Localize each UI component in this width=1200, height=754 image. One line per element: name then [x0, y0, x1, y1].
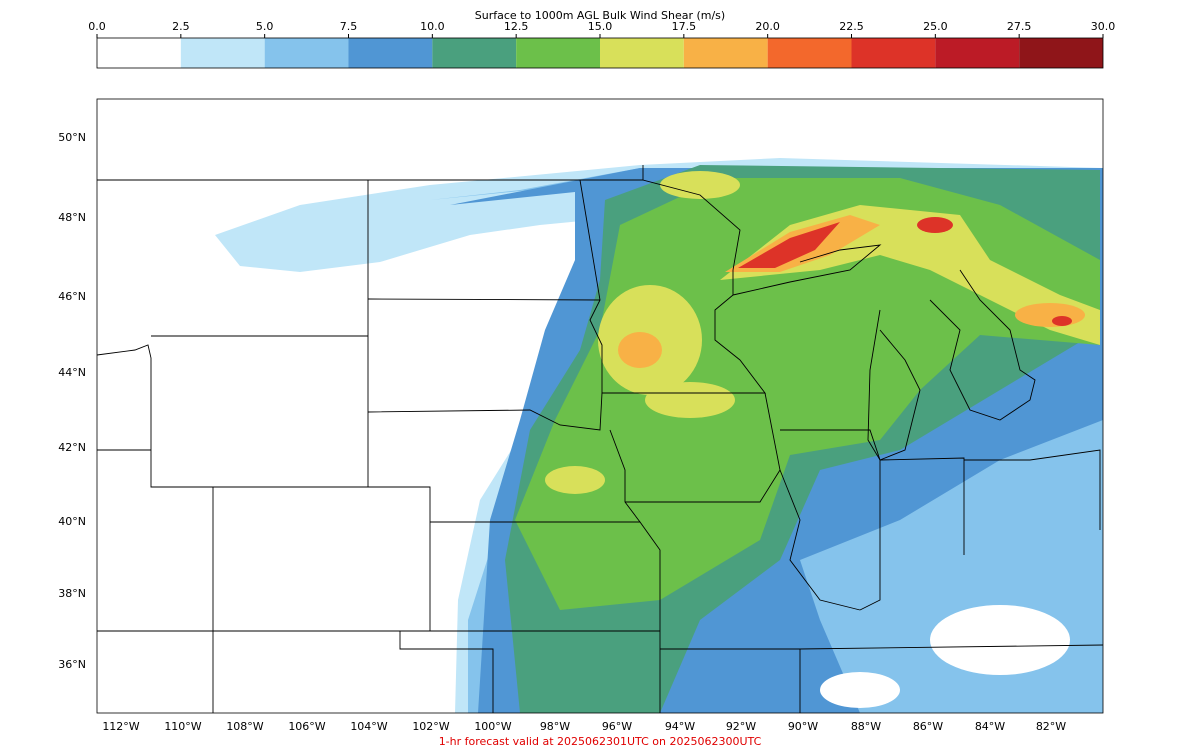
- colorbar-tick-label: 20.0: [755, 20, 780, 33]
- lon-label: 108°W: [226, 720, 263, 733]
- colorbar-segment: [683, 38, 768, 68]
- lon-label: 104°W: [350, 720, 387, 733]
- lon-label: 100°W: [474, 720, 511, 733]
- lat-label: 46°N: [58, 290, 86, 303]
- lat-label: 48°N: [58, 211, 86, 224]
- contour: [917, 217, 953, 233]
- contour: [545, 466, 605, 494]
- contour: [738, 222, 840, 268]
- colorbar-tick-label: 17.5: [672, 20, 697, 33]
- lat-label: 38°N: [58, 587, 86, 600]
- lon-label: 86°W: [913, 720, 943, 733]
- lat-label: 50°N: [58, 131, 86, 144]
- contour: [645, 382, 735, 418]
- lat-label: 36°N: [58, 658, 86, 671]
- shear-field: [215, 158, 1103, 713]
- lon-label: 90°W: [788, 720, 818, 733]
- colorbar-tick-label: 0.0: [88, 20, 106, 33]
- lon-label: 110°W: [164, 720, 201, 733]
- contour: [820, 672, 900, 708]
- lon-label: 84°W: [975, 720, 1005, 733]
- colorbar-tick-label: 12.5: [504, 20, 529, 33]
- colorbar-segment: [851, 38, 936, 68]
- colorbar-tick-label: 27.5: [1007, 20, 1032, 33]
- contour: [1015, 303, 1085, 327]
- colorbar-tick-label: 22.5: [839, 20, 864, 33]
- colorbar-tick-label: 7.5: [340, 20, 358, 33]
- colorbar-segment: [264, 38, 349, 68]
- colorbar-tick-label: 30.0: [1091, 20, 1116, 33]
- lon-label: 92°W: [726, 720, 756, 733]
- colorbar-segment: [432, 38, 517, 68]
- lon-label: 98°W: [540, 720, 570, 733]
- map-frame: [96, 98, 1104, 714]
- colorbar-segment: [516, 38, 600, 68]
- lon-label: 82°W: [1036, 720, 1066, 733]
- lon-label: 96°W: [602, 720, 632, 733]
- contour: [1052, 316, 1072, 326]
- colorbar-tick-label: 15.0: [588, 20, 613, 33]
- colorbar-segment: [767, 38, 852, 68]
- colorbar-segment: [348, 38, 433, 68]
- footer-text: 1-hr forecast valid at 2025062301UTC on …: [439, 735, 762, 748]
- colorbar-segment: [935, 38, 1020, 68]
- colorbar-title: Surface to 1000m AGL Bulk Wind Shear (m/…: [475, 9, 725, 22]
- contour: [618, 332, 662, 368]
- colorbar-tick-label: 25.0: [923, 20, 948, 33]
- lon-label: 106°W: [288, 720, 325, 733]
- contour: [660, 171, 740, 199]
- colorbar-segment: [97, 38, 181, 68]
- colorbar: [97, 38, 1103, 68]
- lon-label: 102°W: [412, 720, 449, 733]
- colorbar-tick-label: 2.5: [172, 20, 190, 33]
- lon-label: 94°W: [665, 720, 695, 733]
- colorbar-tick-label: 5.0: [256, 20, 274, 33]
- colorbar-segment: [1019, 38, 1103, 68]
- contour: [930, 605, 1070, 675]
- lon-label: 88°W: [851, 720, 881, 733]
- lon-label: 112°W: [102, 720, 139, 733]
- lat-label: 42°N: [58, 441, 86, 454]
- colorbar-segment: [600, 38, 684, 68]
- lat-label: 44°N: [58, 366, 86, 379]
- lat-label: 40°N: [58, 515, 86, 528]
- colorbar-tick-label: 10.0: [420, 20, 445, 33]
- borders: [96, 165, 1104, 713]
- colorbar-segment: [180, 38, 265, 68]
